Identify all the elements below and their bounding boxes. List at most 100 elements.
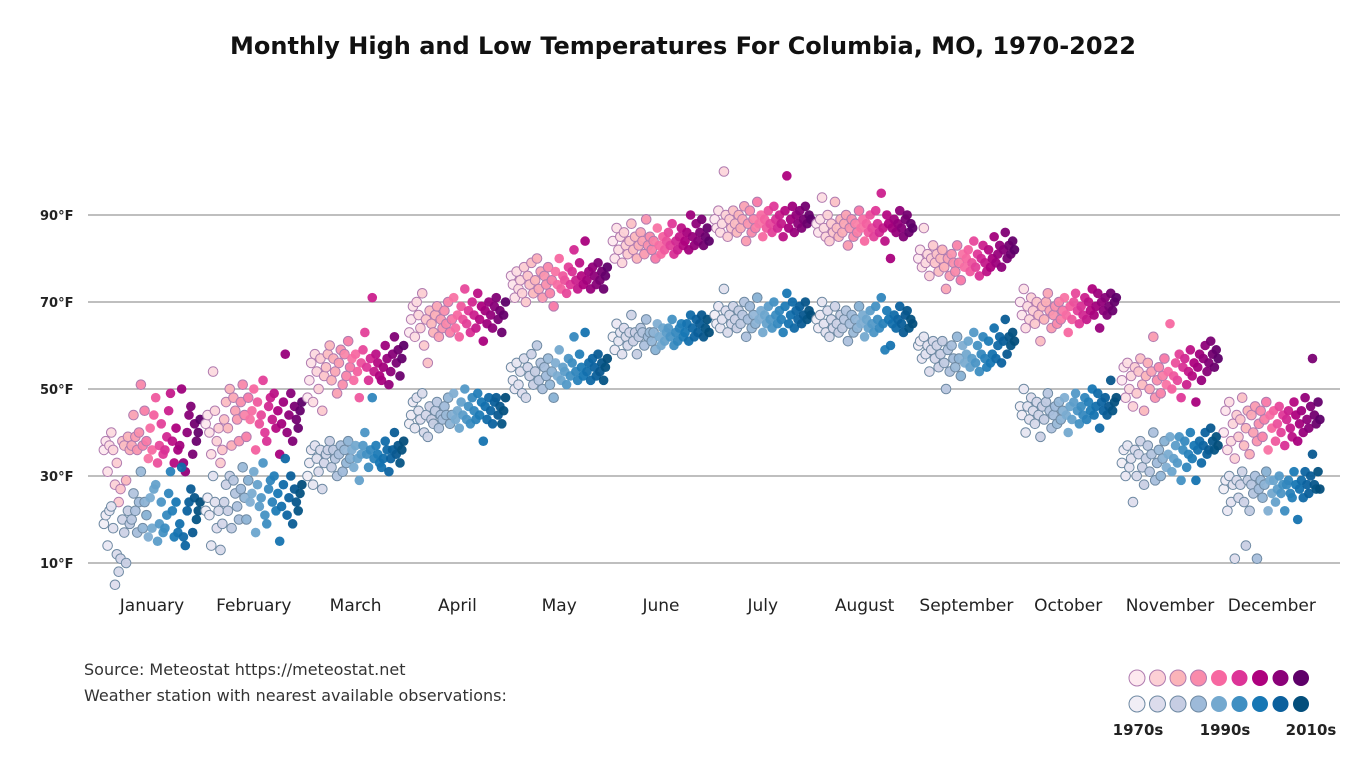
low-point [222,505,234,517]
low-point [1180,436,1190,447]
high-point [1246,409,1257,421]
high-point [307,396,319,408]
low-point [1251,553,1263,564]
low-point [842,335,854,347]
high-point [426,318,437,330]
low-point [567,358,577,368]
high-point [938,261,950,273]
low-point [1002,349,1012,360]
low-point [297,479,307,490]
low-point [113,566,124,578]
high-point [1007,236,1018,246]
low-point [226,522,237,534]
low-point [544,379,556,390]
low-point [574,349,585,360]
high-point [1020,322,1031,334]
high-point [371,349,381,360]
high-point [924,270,935,282]
low-point [284,492,294,503]
high-point [718,166,730,177]
high-point [626,218,637,229]
x-tick-label: July [747,596,779,616]
low-point [498,405,509,416]
low-point [245,497,255,507]
high-point [520,296,532,308]
low-point [474,410,485,420]
low-point [1020,427,1031,438]
high-point [149,410,159,420]
low-point [167,506,178,516]
low-point [1100,392,1110,403]
high-point [320,361,332,373]
high-point [258,375,268,386]
high-point [780,205,790,216]
high-point [107,444,119,456]
high-point [329,366,341,377]
low-point [1067,414,1077,425]
high-point [1165,318,1175,329]
low-point [918,331,930,343]
low-point [1211,432,1222,442]
low-point [1000,314,1011,325]
low-point [145,492,155,503]
low-point [955,370,967,382]
legend-swatch [1252,670,1268,686]
low-point [395,458,405,468]
x-tick-label: August [835,596,895,616]
high-point [918,222,930,234]
low-point [1236,466,1248,477]
low-point [924,366,935,377]
low-point [1305,471,1316,481]
high-point [1063,327,1073,338]
low-point [187,527,198,538]
low-point [548,392,559,404]
low-point [213,505,224,517]
low-point [1105,375,1116,386]
high-point [1067,314,1077,325]
high-point [276,419,287,429]
high-point [498,310,509,320]
high-point [145,423,155,433]
high-point [600,271,611,281]
low-point [217,518,228,530]
high-point [384,379,394,390]
low-point [876,292,887,303]
low-point [1289,466,1299,477]
high-point [1074,318,1085,329]
low-point [1111,392,1122,403]
high-point [160,445,170,455]
low-point [972,340,983,351]
high-point [1167,384,1177,394]
high-point [685,210,696,220]
high-point [273,405,283,416]
low-point [1185,427,1196,438]
low-point [1270,497,1281,507]
high-point [241,431,252,443]
high-point [1294,419,1305,429]
high-point [544,288,556,299]
low-point [358,440,368,451]
high-point [1116,375,1128,386]
high-point [1120,392,1131,404]
high-point [1192,362,1203,373]
high-point [618,227,630,238]
high-point [460,284,470,294]
low-point [740,331,752,343]
high-point [354,392,365,403]
high-point [702,223,713,233]
high-point [1205,336,1216,346]
legend-swatch [1272,670,1289,686]
low-point [150,479,161,490]
high-point [822,209,833,221]
high-point [1229,453,1241,464]
x-tick-label: December [1228,596,1316,616]
high-point [313,383,324,395]
high-point [1202,366,1212,377]
high-point [1307,353,1318,364]
high-point [120,475,132,486]
low-point [171,497,181,507]
low-point [267,497,278,507]
high-point [415,322,426,334]
low-point [582,366,592,377]
high-point [1233,431,1244,443]
